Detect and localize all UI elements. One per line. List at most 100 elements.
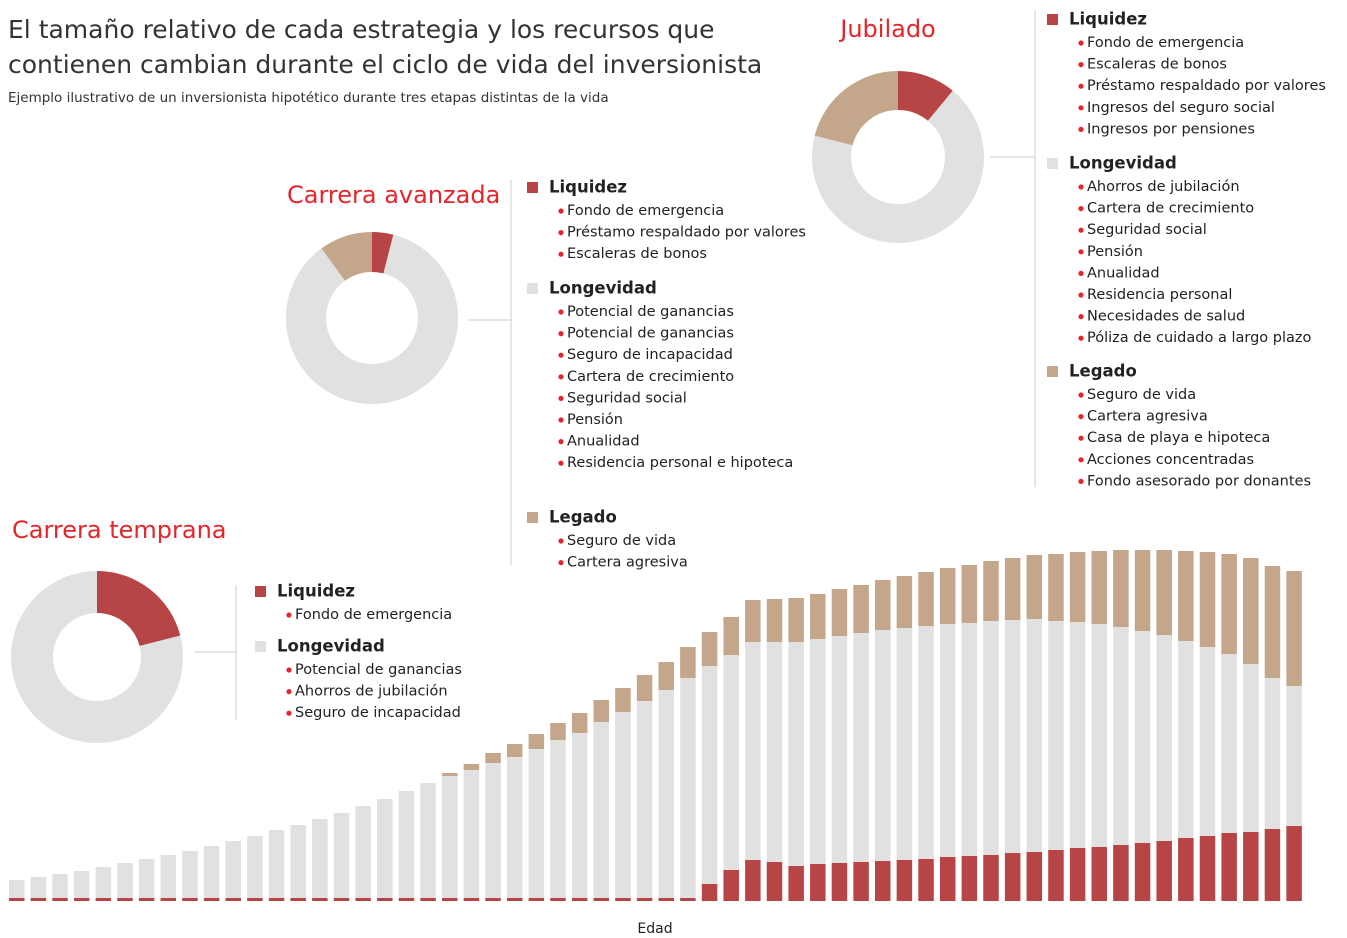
legend-item: Pensión (1087, 244, 1143, 260)
bar-segment (442, 898, 458, 901)
title: El tamaño relativo de cada estrategia y … (8, 15, 763, 79)
bar-segment (788, 642, 804, 866)
bar-segment (571, 898, 588, 901)
legend-bullet (1078, 206, 1084, 212)
bar-segment (1264, 829, 1281, 901)
legend-item: Residencia personal e hipoteca (567, 455, 793, 471)
bar-segment (268, 830, 285, 898)
donut-title: Carrera avanzada (287, 181, 500, 209)
bar-segment (30, 877, 47, 898)
legend-item: Préstamo respaldado por valores (567, 225, 806, 241)
bar-segment (9, 898, 25, 901)
legend-item: Anualidad (1087, 265, 1160, 281)
bar-segment (723, 655, 739, 870)
bar-segment (485, 898, 501, 901)
legend-item: Casa de playa e hipoteca (1087, 430, 1270, 446)
legend-bullet (1078, 227, 1084, 233)
legend-item: Ingresos del seguro social (1087, 100, 1275, 116)
bar-segment (138, 859, 155, 898)
legend-item: Potencial de ganancias (567, 304, 734, 320)
bar-segment (463, 770, 480, 898)
donut-slice (11, 571, 183, 743)
legend-item: Pensión (567, 412, 623, 428)
bar-segment (766, 862, 783, 901)
legend-item: Seguro de vida (567, 533, 676, 549)
bar-segment (138, 898, 155, 901)
bar-segment (160, 898, 177, 901)
bar-segment (788, 598, 804, 642)
bar-segment (377, 799, 393, 898)
bar-segment (1199, 552, 1216, 647)
bar-segment (550, 740, 566, 898)
bar-segment (961, 856, 978, 901)
legend-bullet (286, 612, 292, 618)
donut-slice (321, 232, 372, 281)
legend-bullet (1078, 478, 1084, 484)
bar-segment (680, 898, 696, 901)
bar-segment (939, 568, 956, 624)
bar-segment (355, 806, 371, 898)
bar-segment (485, 753, 501, 763)
bar-segment (593, 898, 610, 901)
legend-bullet (558, 374, 564, 380)
legend-header: Legado (1069, 362, 1137, 381)
bar-segment (853, 585, 869, 633)
bar-segment (658, 690, 674, 898)
legend-bullet (286, 689, 292, 695)
bar-segment (333, 813, 350, 898)
bar-segment (918, 572, 934, 626)
bar-segment (290, 825, 306, 898)
legend-bullet (1078, 62, 1084, 68)
legend-bullet (558, 439, 564, 445)
legend-bullet (558, 331, 564, 337)
bar-segment (1243, 664, 1259, 832)
bar-segment (810, 864, 826, 901)
bar-segment (528, 898, 545, 901)
bar-segment (1134, 550, 1151, 631)
bar-segment (1134, 631, 1151, 843)
legend-header: Longevidad (549, 279, 657, 298)
bar-segment (723, 870, 739, 901)
legend-item: Fondo de emergencia (295, 607, 452, 623)
bar-segment (961, 565, 978, 623)
donut-slice (372, 232, 394, 274)
donut-title: Carrera temprana (12, 516, 227, 544)
legend-item: Fondo asesorado por donantes (1087, 473, 1311, 489)
bar-segment (1004, 620, 1021, 853)
bar-segment (506, 744, 523, 757)
bar-segment (1178, 641, 1194, 838)
bar-segment (1199, 647, 1216, 836)
bar-segment (939, 857, 956, 901)
bar-segment (1134, 843, 1151, 901)
bar-segment (52, 874, 68, 898)
bar-segment (1069, 848, 1086, 901)
bar-segment (1221, 554, 1237, 654)
legend-bullet (1078, 392, 1084, 398)
donut-slice (97, 571, 181, 647)
legend-bullet (1078, 83, 1084, 89)
donut-slice (814, 71, 898, 146)
legend-item: Fondo de emergencia (567, 203, 724, 219)
bar-segment (1004, 853, 1021, 901)
bar-segment (203, 846, 220, 898)
bar-segment (1221, 833, 1237, 901)
legend-bullet (1078, 335, 1084, 341)
bar-segment (983, 561, 999, 621)
bar-segment (636, 675, 653, 701)
bar-segment (463, 898, 480, 901)
bar-segment (983, 855, 999, 901)
legend-header: Legado (549, 508, 617, 527)
bar-segment (420, 898, 436, 901)
bar-segment (1069, 622, 1086, 848)
bar-segment (117, 863, 133, 898)
legend-swatch (1047, 14, 1058, 25)
bar-segment (1048, 621, 1064, 850)
bar-segment (615, 688, 631, 712)
legend-item: Potencial de ganancias (567, 326, 734, 342)
bar-segment (1091, 624, 1107, 847)
bar-segment (420, 783, 436, 898)
legend-item: Ingresos por pensiones (1087, 121, 1255, 137)
bar-segment (506, 898, 523, 901)
legend-swatch (255, 586, 266, 597)
